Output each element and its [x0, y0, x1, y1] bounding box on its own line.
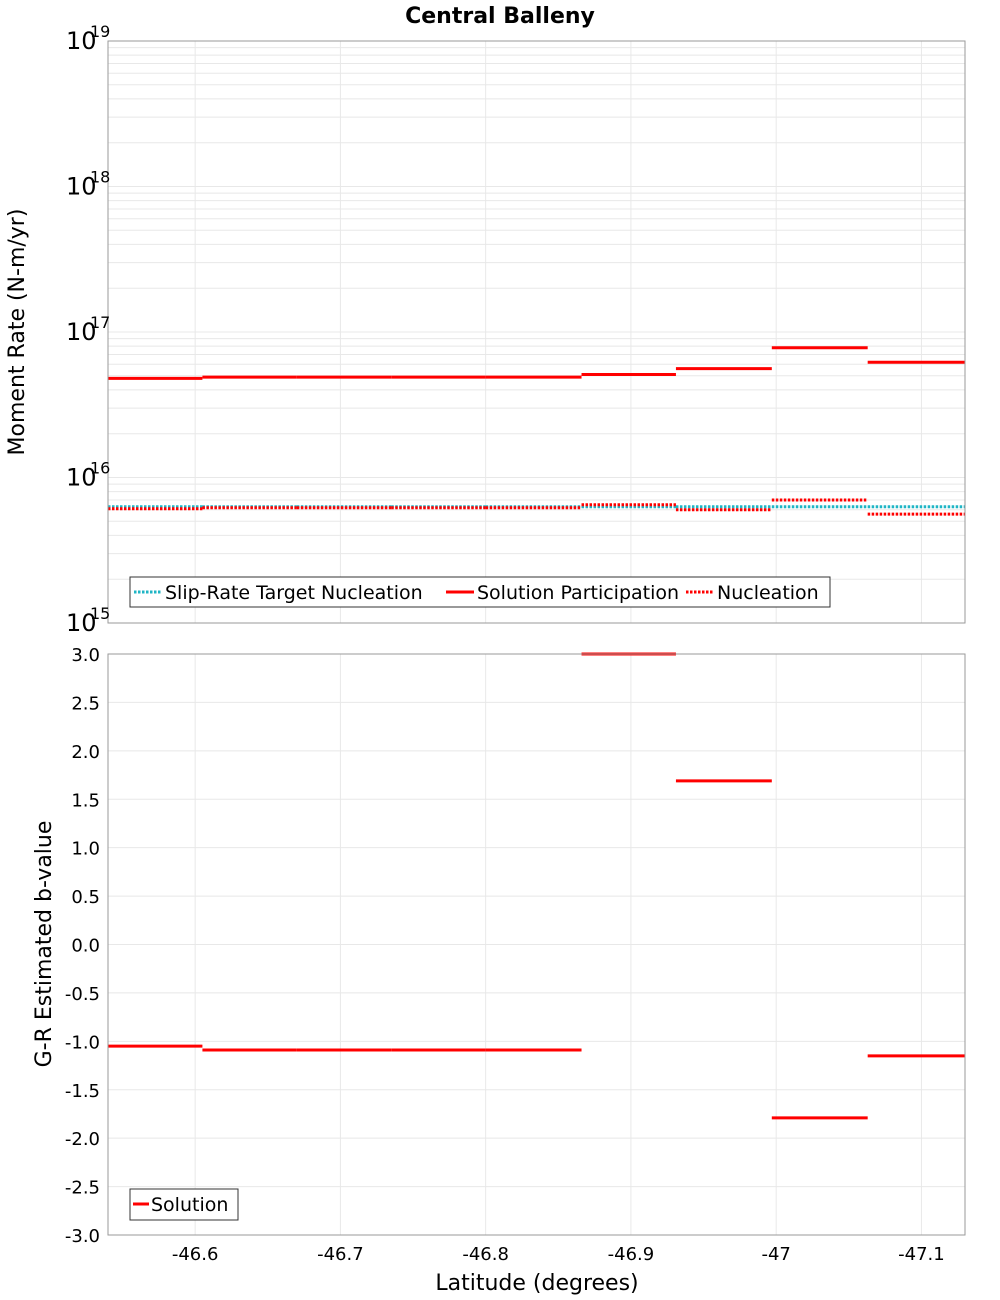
x-tick-label: -46.8 [462, 1244, 509, 1265]
top-series [108, 346, 965, 516]
top-y-tick-label: 10 [66, 318, 97, 346]
bottom-y-tick-label: 3.0 [71, 645, 100, 666]
bottom-plot: 3.0 2.5 2.0 1.5 1.0 0.5 0.0 -0.5 -1.0 -1.5 -2.0 -2.… [32, 645, 966, 1296]
legend-label: Slip-Rate Target Nucleation [165, 582, 423, 604]
x-tick-label: -47.1 [898, 1244, 945, 1265]
top-y-tick-label: 10 [66, 27, 97, 55]
series-solution [108, 652, 965, 1120]
bottom-y-tick-label: -3.0 [65, 1226, 100, 1247]
top-y-tick-exponent: 19 [90, 22, 110, 41]
x-tick-label: -46.6 [172, 1244, 219, 1265]
legend-box [129, 576, 831, 608]
bottom-y-tick-label: -1.0 [65, 1032, 100, 1053]
top-y-tick-exponent: 18 [90, 168, 110, 187]
top-gridlines [108, 41, 965, 624]
bottom-y-tick-label: 1.5 [71, 790, 100, 811]
series-solution-participation [108, 346, 965, 380]
bottom-y-tick-label: 0.0 [71, 936, 100, 957]
top-plot-frame [107, 40, 966, 624]
legend-label: Solution [151, 1194, 228, 1216]
x-tick-label: -46.9 [608, 1244, 655, 1265]
bottom-y-tick-label: 0.5 [71, 887, 100, 908]
bottom-y-tick-label: -2.5 [65, 1178, 100, 1199]
x-axis-label: Latitude (degrees) [435, 1271, 638, 1296]
legend-label: Solution Participation [477, 582, 679, 604]
bottom-y-tick-labels: 3.0 2.5 2.0 1.5 1.0 0.5 0.0 -0.5 -1.0 -1.5 -2.0 -2.… [65, 645, 100, 1247]
bottom-y-axis-label: G-R Estimated b-value [32, 821, 57, 1068]
top-legend: Slip-Rate Target Nucleation Solution Part… [129, 576, 831, 608]
top-y-tick-label: 10 [66, 173, 97, 201]
series-nucleation [108, 498, 965, 516]
bottom-y-tick-label: 2.5 [71, 693, 100, 714]
top-y-tick-label: 10 [66, 609, 97, 637]
x-tick-label: -46.7 [317, 1244, 364, 1265]
bottom-y-tick-label: 1.0 [71, 839, 100, 860]
top-y-tick-exponent: 17 [90, 313, 110, 332]
chart-title: Central Balleny [405, 4, 595, 29]
bottom-y-tick-label: -1.5 [65, 1081, 100, 1102]
bottom-y-tick-label: -0.5 [65, 984, 100, 1005]
top-y-axis-label: Moment Rate (N-m/yr) [5, 209, 30, 456]
top-y-tick-exponent: 16 [90, 459, 110, 478]
bottom-legend: Solution [129, 1188, 239, 1221]
bottom-plot-frame [107, 653, 966, 1236]
top-y-tick-label: 10 [66, 464, 97, 492]
bottom-series [108, 652, 965, 1120]
legend-label: Nucleation [717, 582, 819, 604]
bottom-y-tick-label: 2.0 [71, 742, 100, 763]
top-y-tick-exponent: 15 [90, 604, 110, 623]
bottom-x-tick-labels: -46.6 -46.7 -46.8 -46.9 -47 -47.1 [172, 1244, 945, 1265]
x-tick-label: -47 [761, 1244, 790, 1265]
bottom-y-tick-label: -2.0 [65, 1129, 100, 1150]
